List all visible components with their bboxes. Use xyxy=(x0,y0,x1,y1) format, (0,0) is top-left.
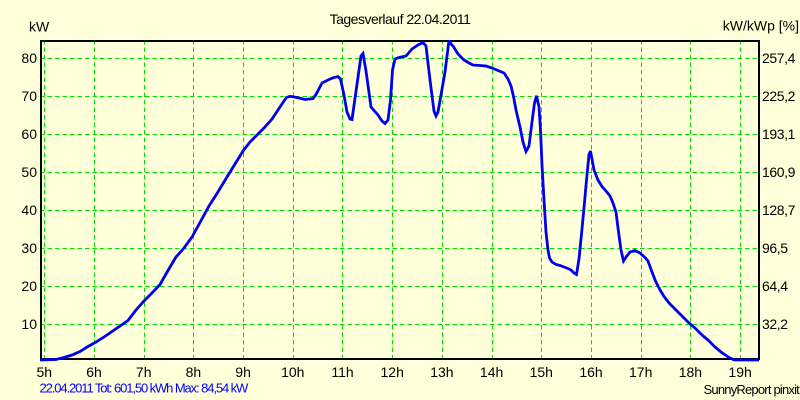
svg-text:13h: 13h xyxy=(430,364,453,380)
svg-text:22.04.2011 Tot: 601,50 kWh Max: 22.04.2011 Tot: 601,50 kWh Max: 84,54 kW xyxy=(40,381,250,396)
svg-text:40: 40 xyxy=(21,202,37,218)
svg-text:10: 10 xyxy=(21,316,37,332)
svg-text:Tagesverlauf 22.04.2011: Tagesverlauf 22.04.2011 xyxy=(330,11,472,27)
svg-text:6h: 6h xyxy=(86,364,102,380)
svg-text:257,4: 257,4 xyxy=(762,50,796,66)
svg-text:32,2: 32,2 xyxy=(762,316,788,332)
svg-text:SunnyReport pinxit: SunnyReport pinxit xyxy=(704,382,800,397)
svg-text:96,5: 96,5 xyxy=(762,240,788,256)
svg-text:16h: 16h xyxy=(579,364,602,380)
svg-text:17h: 17h xyxy=(629,364,652,380)
svg-text:193,1: 193,1 xyxy=(762,126,796,142)
svg-text:7h: 7h xyxy=(136,364,152,380)
svg-text:8h: 8h xyxy=(186,364,202,380)
svg-text:128,7: 128,7 xyxy=(762,202,796,218)
svg-text:80: 80 xyxy=(21,50,37,66)
svg-text:30: 30 xyxy=(21,240,37,256)
svg-text:64,4: 64,4 xyxy=(762,278,788,294)
svg-text:10h: 10h xyxy=(281,364,304,380)
svg-text:kW/kWp [%]: kW/kWp [%] xyxy=(723,18,799,34)
svg-text:14h: 14h xyxy=(480,364,503,380)
svg-text:50: 50 xyxy=(21,164,37,180)
svg-text:70: 70 xyxy=(21,88,37,104)
svg-text:20: 20 xyxy=(21,278,37,294)
svg-text:15h: 15h xyxy=(530,364,553,380)
svg-text:18h: 18h xyxy=(679,364,702,380)
svg-text:12h: 12h xyxy=(381,364,404,380)
svg-text:60: 60 xyxy=(21,126,37,142)
svg-text:19h: 19h xyxy=(728,364,751,380)
svg-text:5h: 5h xyxy=(37,364,53,380)
svg-text:160,9: 160,9 xyxy=(762,164,796,180)
svg-text:11h: 11h xyxy=(331,364,353,380)
svg-text:9h: 9h xyxy=(235,364,251,380)
svg-text:225,2: 225,2 xyxy=(762,88,796,104)
svg-text:kW: kW xyxy=(29,19,50,35)
